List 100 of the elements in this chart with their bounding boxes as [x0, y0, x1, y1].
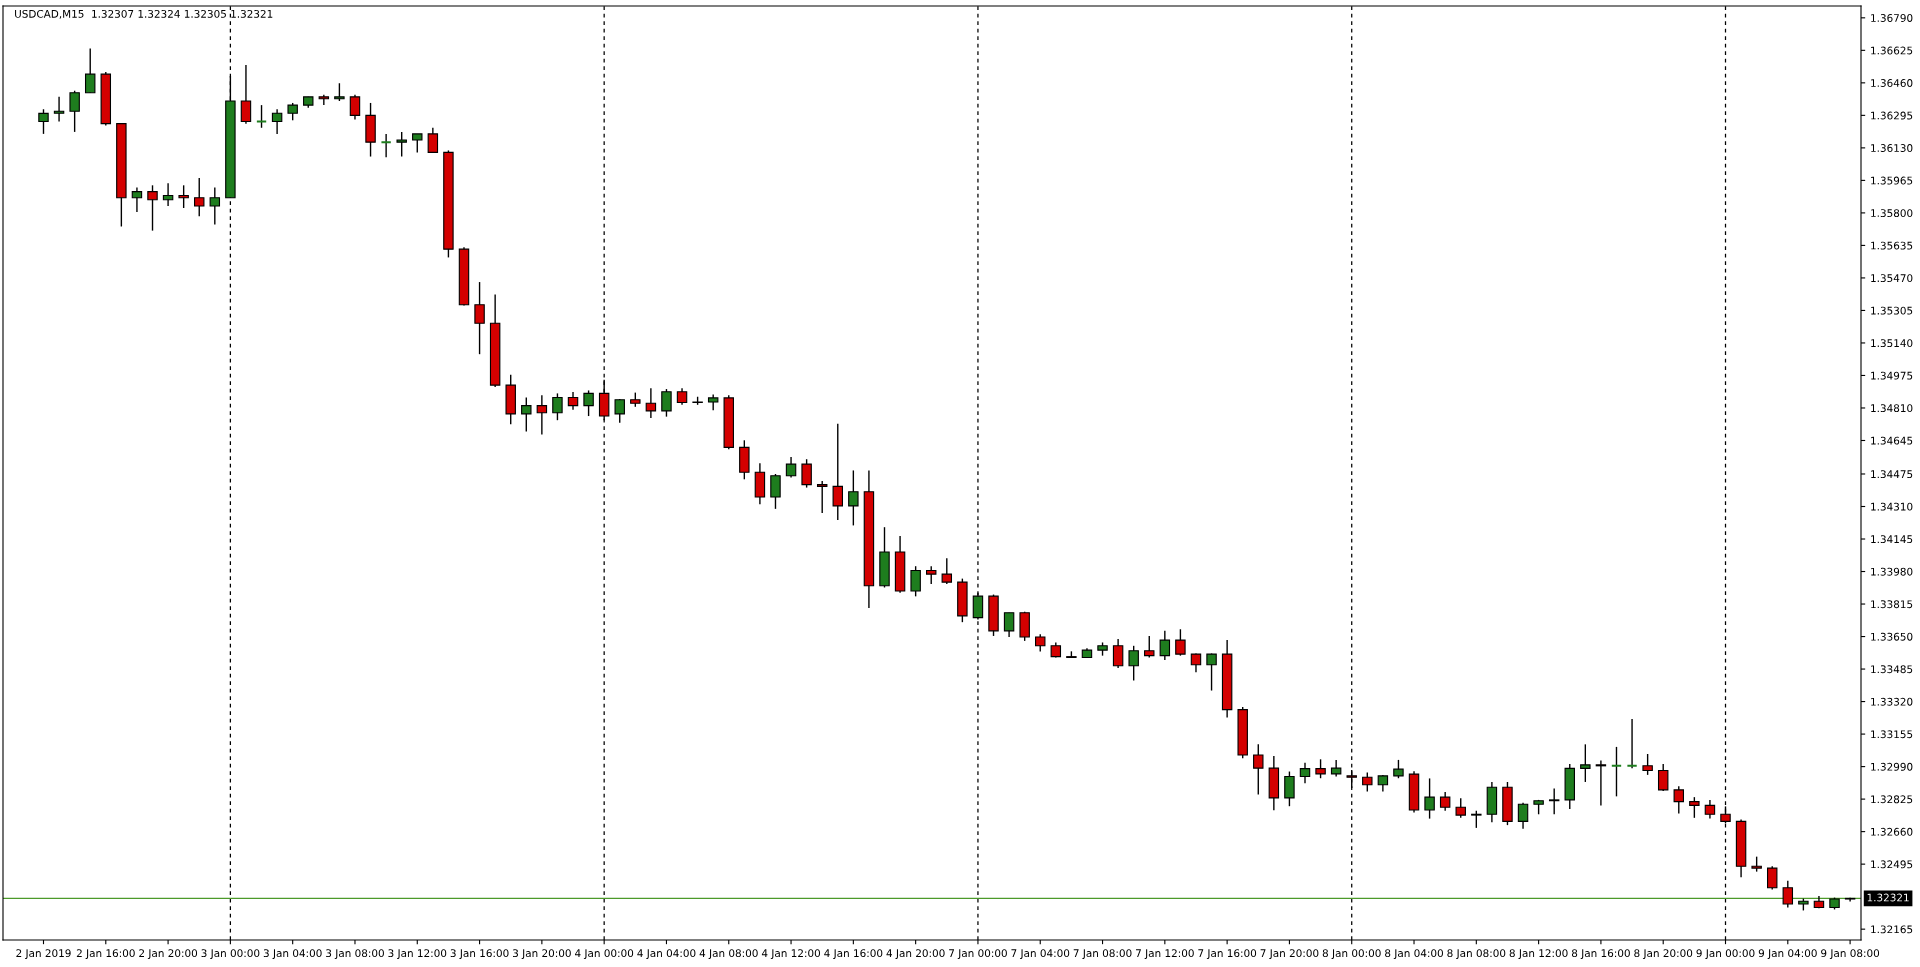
y-tick-label: 1.32165 [1871, 925, 1913, 934]
x-tick-label: 7 Jan 04:00 [1011, 949, 1070, 960]
candlestick [1362, 771, 1373, 793]
candlestick [1112, 638, 1124, 669]
y-tick-label: 1.33980 [1871, 567, 1913, 576]
x-tick-label: 2 Jan 16:00 [76, 949, 135, 960]
candlestick [1610, 746, 1623, 798]
x-tick-label: 8 Jan 16:00 [1571, 949, 1630, 960]
y-tick-label: 1.32660 [1871, 827, 1913, 836]
x-tick-label: 7 Jan 12:00 [1136, 949, 1194, 960]
candlestick [1782, 879, 1794, 909]
candlestick [816, 480, 828, 514]
ref-line-label: 1.32321 [1867, 893, 1909, 902]
y-tick-label: 1.35305 [1871, 306, 1913, 315]
y-tick-label: 1.36460 [1871, 79, 1913, 87]
y-tick-label: 1.33815 [1871, 600, 1913, 609]
candlestick [255, 104, 268, 129]
y-tick-label: 1.32990 [1871, 762, 1913, 771]
x-tick-label: 2 Jan 20:00 [139, 949, 198, 960]
y-tick-label: 1.32495 [1871, 860, 1913, 869]
candlestick [1284, 770, 1295, 807]
candlestick [1626, 718, 1638, 770]
candlestick [1315, 758, 1326, 779]
x-tick-label: 7 Jan 00:00 [949, 949, 1007, 960]
candlestick [1673, 785, 1685, 815]
x-tick-label: 8 Jan 20:00 [1634, 949, 1693, 960]
y-tick-label: 1.36130 [1871, 144, 1913, 152]
candlestick [583, 389, 594, 417]
x-tick-label: 4 Jan 12:00 [761, 949, 821, 960]
x-tick-label: 3 Jan 12:00 [388, 949, 447, 960]
x-tick-label: 9 Jan 00:00 [1696, 949, 1755, 960]
x-tick-label: 3 Jan 20:00 [513, 949, 571, 960]
x-tick-label: 8 Jan 00:00 [1322, 949, 1381, 960]
candlestick [271, 108, 283, 135]
candlestick [848, 469, 859, 527]
candlestick [1190, 652, 1202, 673]
y-tick-label: 1.36790 [1871, 14, 1913, 22]
candlestick [1424, 777, 1435, 820]
x-tick-label: 3 Jan 08:00 [326, 949, 384, 960]
candlestick [349, 93, 361, 121]
candlestick [131, 186, 143, 213]
candlestick [1580, 743, 1591, 783]
candlestick [194, 177, 205, 217]
candlestick [474, 281, 485, 355]
candlestick [147, 184, 158, 232]
y-tick-label: 1.33650 [1871, 632, 1913, 641]
candlestick [162, 182, 174, 207]
y-tick-label: 1.34810 [1871, 404, 1913, 413]
x-tick-label: 4 Jan 00:00 [575, 949, 634, 960]
y-tick-label: 1.34310 [1871, 502, 1913, 511]
y-tick-label: 1.35140 [1871, 339, 1913, 348]
x-tick-label: 3 Jan 04:00 [263, 949, 322, 960]
x-tick-label: 4 Jan 20:00 [886, 949, 945, 960]
y-tick-label: 1.34145 [1871, 535, 1913, 544]
candlestick [178, 184, 189, 209]
y-tick-label: 1.33155 [1871, 730, 1913, 739]
candlestick [1455, 797, 1466, 819]
x-tick-label: 8 Jan 08:00 [1447, 949, 1506, 960]
y-tick-label: 1.32825 [1871, 795, 1913, 804]
candlestick [1299, 761, 1311, 784]
x-tick-label: 2 Jan 2019 [16, 949, 71, 960]
x-tick-label: 3 Jan 16:00 [450, 949, 509, 960]
candlestick [1642, 753, 1653, 776]
y-tick-label: 1.34645 [1871, 436, 1913, 445]
candlestick [38, 108, 49, 135]
candlestick [1766, 865, 1778, 891]
candlestick [1689, 796, 1700, 819]
candlestick [770, 473, 781, 510]
candlestick [84, 47, 96, 94]
candlestick [941, 557, 953, 585]
y-tick-label: 1.35470 [1871, 274, 1913, 283]
candlestick [1128, 645, 1139, 682]
candlestick [552, 392, 563, 421]
candlestick [412, 133, 423, 154]
candlestick [1144, 635, 1155, 659]
x-tick-label: 4 Jan 16:00 [824, 949, 883, 960]
x-tick-label: 8 Jan 12:00 [1509, 949, 1568, 960]
candlestick [832, 423, 844, 521]
candlestick [380, 133, 392, 159]
y-tick-label: 1.34975 [1871, 371, 1913, 380]
candlestick [910, 565, 921, 598]
candlestick [645, 387, 657, 419]
candlestick [1595, 759, 1607, 807]
y-tick-label: 1.35800 [1871, 209, 1913, 217]
x-tick-label: 4 Jan 08:00 [699, 949, 758, 960]
candlestick [1548, 787, 1560, 815]
x-tick-label: 9 Jan 08:00 [1821, 949, 1880, 960]
y-tick-label: 1.33485 [1871, 665, 1913, 674]
candlestick [53, 96, 65, 123]
y-tick-label: 1.36295 [1871, 111, 1913, 120]
candlestick [318, 93, 330, 106]
y-tick-label: 1.36625 [1871, 46, 1913, 55]
candlestick [521, 396, 532, 433]
x-tick-label: 8 Jan 04:00 [1385, 949, 1443, 960]
x-tick-label: 9 Jan 04:00 [1758, 949, 1817, 960]
x-tick-label: 7 Jan 16:00 [1198, 949, 1257, 960]
x-tick-label: 3 Jan 00:00 [201, 949, 260, 960]
candlestick [1206, 652, 1217, 692]
candlestick [69, 90, 80, 133]
candlestick [209, 186, 221, 226]
